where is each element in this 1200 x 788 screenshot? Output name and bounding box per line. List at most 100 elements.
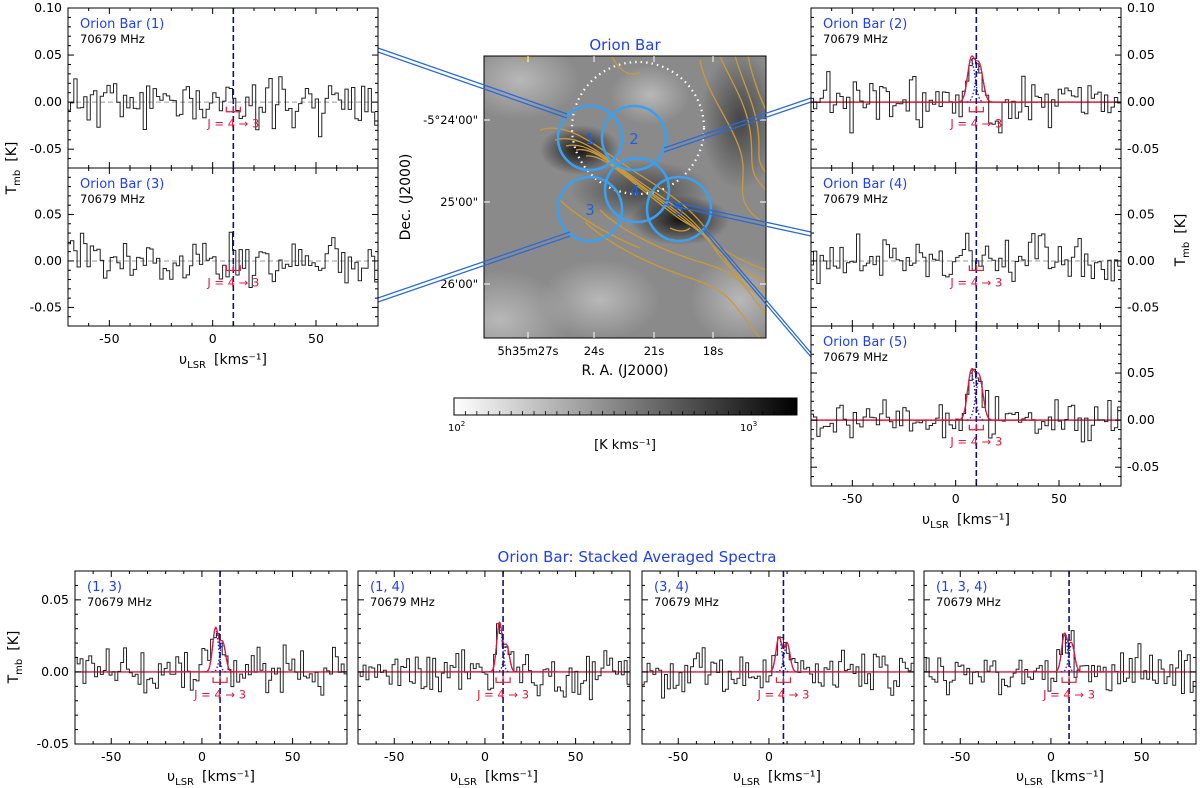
stack-title: Orion Bar: Stacked Averaged Spectra [498,548,777,566]
map-title: Orion Bar [589,36,661,54]
map-frame [483,55,767,339]
panel-title: Orion Bar (5) [823,335,907,350]
transition-label: J = 4 → 3 [949,275,1002,289]
y-axis-label: Tmb[K] [4,142,23,196]
transition-label: J = 4 → 3 [949,435,1002,449]
panel-title: (3, 4) [654,580,689,595]
contour-line [559,199,641,249]
fit-component [211,642,234,673]
beam-label: 3 [585,201,595,219]
transition-bracket [225,264,241,272]
panel-frequency: 70679 MHz [87,595,152,609]
panel-frequency: 70679 MHz [80,192,145,206]
x-axis-label: υLSR [kms⁻¹] [450,769,538,788]
spectrum-line [811,368,1121,443]
transition-label: J = 4 → 3 [1042,687,1095,701]
beam-circle [600,104,668,172]
dec-tick-label: 26'00" [440,277,478,291]
contour-line [747,56,766,111]
transition-label: J = 4 → 3 [756,687,809,701]
y-tick-label: 0.00 [41,664,69,679]
colorbar-unit-label: [K kms⁻¹] [594,438,656,453]
map-dark-patch [700,56,766,190]
y-tick-label: -0.05 [1127,299,1159,314]
transition-bracket [212,676,228,683]
spectrum-line [811,232,1121,284]
beam-label: 5 [674,201,684,219]
connector-line [377,231,571,299]
panel-frequency: 70679 MHz [654,595,719,609]
panel-frequency: 70679 MHz [936,595,1001,609]
x-tick-label: 0 [481,749,489,764]
panel-title: Orion Bar (2) [823,17,907,32]
panel-title: Orion Bar (4) [823,177,907,192]
fit-component [958,372,984,421]
y-tick-label: 0.10 [34,0,62,15]
transition-bracket [495,676,511,683]
connector-line [663,199,812,233]
transition-label: J = 4 → 3 [206,275,259,289]
beam-circle [603,156,671,224]
x-tick-label: 0 [209,331,217,346]
y-tick-label: -0.05 [1127,141,1159,156]
dotted-circle [570,60,706,196]
panel-frequency: 70679 MHz [80,32,145,46]
panel-title: (1, 4) [370,580,405,595]
contour-line [734,56,766,173]
x-tick-label: 0 [952,491,960,506]
y-tick-label: -0.05 [37,736,69,751]
beam-circle [556,104,624,172]
spectrum-panel: J = 4 → 3 -50 0 50 (1, 4)70679 MHz [357,570,631,764]
ra-tick-label: 21s [644,344,665,358]
fit-component [966,377,992,421]
transition-label: J = 4 → 3 [476,687,529,701]
ra-tick-label: 5h35m27s [497,344,558,358]
x-tick-label: 0 [198,749,206,764]
connector-line [377,235,571,303]
spectrum-panel: J = 4 → 3 0.05 0.00 -0.05 -50 0 50 Orion Bar (5… [810,325,1159,506]
y-tick-label: 0.05 [1127,365,1155,380]
fit-component [966,65,992,103]
x-tick-label: -50 [668,749,688,764]
spectrum-panel: J = 4 → 3 0.10 0.05 0.00 -0.05 Orion Bar (1)7… [30,0,379,169]
beam-circles: 1 2 3 4 5 [556,104,713,243]
x-tick-label: 50 [568,749,584,764]
panel-frame [810,325,1122,487]
panel-title: Orion Bar (1) [80,17,164,32]
transition-bracket [775,676,792,683]
ra-tick-label: 18s [703,344,724,358]
connector-line [663,101,812,153]
beam-label: 4 [630,182,640,200]
x-axis-label: υLSR [kms⁻¹] [1016,769,1104,788]
beam-connectors [377,47,812,358]
y-tick-label: -0.05 [1127,459,1159,474]
connector-line [702,229,812,358]
fit-total [732,636,842,673]
beam-circle [556,175,624,243]
contour-line [611,56,641,75]
fit-total [914,55,1039,103]
beam-circle [645,175,713,243]
map-bright-patch [540,260,660,338]
y-tick-label: 0.00 [1127,94,1155,109]
dec-tick-labels: -5°24'00" 25'00" 26'00" [423,113,478,291]
dec-tick-label: -5°24'00" [423,113,478,127]
connector-line [377,51,568,119]
spectrum-panel: J = 4 → 3 -50 0 (3, 4)70679 MHz [641,570,915,764]
colorbar-ticks [453,411,798,415]
panel-frequency: 70679 MHz [823,192,888,206]
panel-title: Orion Bar (3) [80,177,164,192]
x-tick-label: 50 [1051,491,1067,506]
beam-label: 2 [629,130,639,148]
fit-component [1060,643,1083,673]
y-tick-label: 0.00 [34,253,62,268]
x-tick-label: 0 [765,749,773,764]
axis-labels: υLSR [kms⁻¹] υLSR [kms⁻¹] υLSR [kms⁻¹] υLSR [km… [4,142,1192,788]
ra-axis-label: R. A. (J2000) [581,363,668,379]
x-tick-label: 50 [285,749,301,764]
x-tick-label: 50 [1134,749,1150,764]
ra-tick-labels: 5h35m27s 24s 21s 18s [497,344,723,358]
spectrum-panel: J = 4 → 3 -50 0 50 (1, 3, 4)70679 MHz [923,570,1197,764]
connector-line [377,47,568,115]
